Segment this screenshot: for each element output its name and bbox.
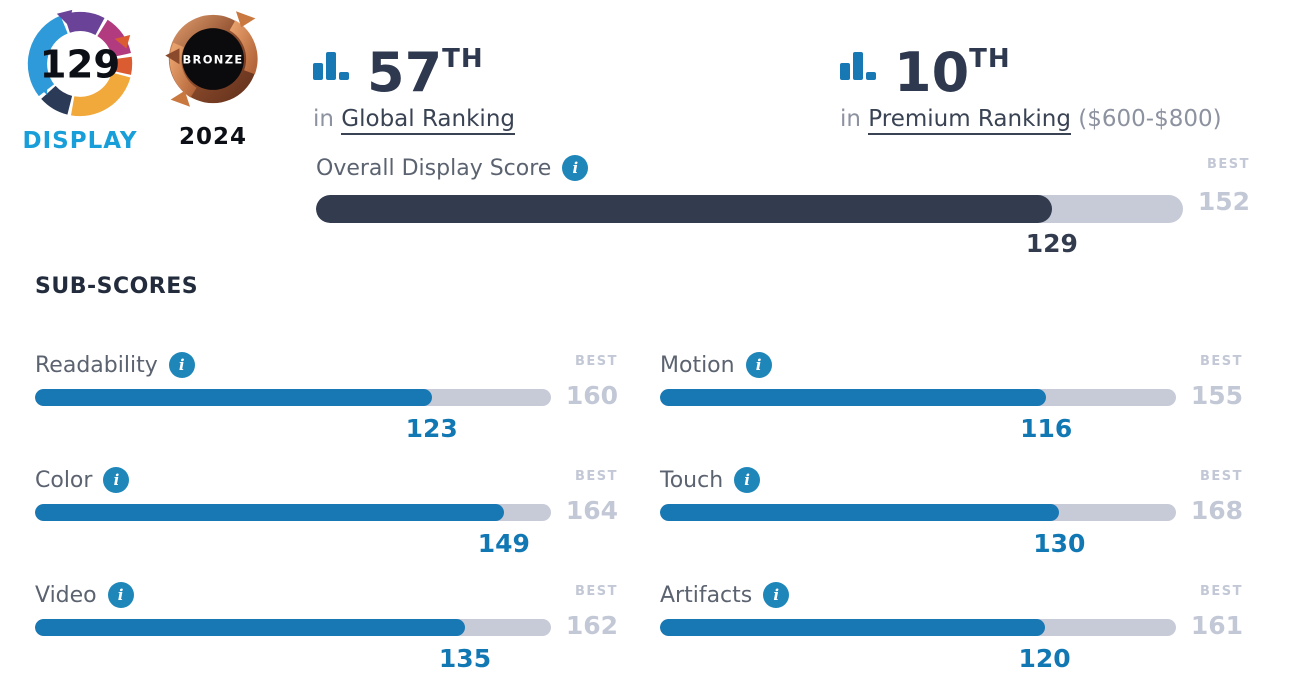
display-score-number: 129 (40, 42, 121, 87)
overall-score-value: 129 (1025, 229, 1078, 258)
overall-best-value: 152 (1197, 187, 1250, 216)
info-icon[interactable]: i (763, 582, 790, 608)
display-badge-caption: DISPLAY (22, 128, 138, 154)
subscores-heading: SUB-SCORES (35, 274, 199, 299)
video-best-value: 162 (565, 611, 618, 640)
display-score-logo-icon: 129 (27, 9, 133, 117)
info-icon[interactable]: i (734, 467, 761, 493)
readability-gauge: Readability i BEST 160 123 (35, 352, 618, 452)
video-label: Video (35, 582, 97, 608)
touch-best-value: 168 (1190, 496, 1243, 525)
color-label: Color (35, 467, 93, 493)
motion-gauge: Motion i BEST 155 116 (660, 352, 1243, 452)
info-icon[interactable]: i (168, 352, 195, 378)
overall-score-gauge: Overall Display Score i BEST 152 129 (316, 155, 1250, 258)
artifacts-best-value: 161 (1190, 611, 1243, 640)
artifacts-bar (660, 619, 1176, 636)
global-rank-caption: in Global Ranking (313, 106, 515, 135)
color-best-value: 164 (565, 496, 618, 525)
premium-rank-suffix: TH (969, 44, 1011, 74)
info-icon[interactable]: i (745, 352, 772, 378)
bronze-medal-year: 2024 (178, 124, 247, 150)
global-ranking-link[interactable]: Global Ranking (341, 106, 515, 135)
premium-ranking-link[interactable]: Premium Ranking (868, 106, 1071, 135)
color-gauge: Color i BEST 164 149 (35, 467, 618, 567)
info-icon[interactable]: i (103, 467, 130, 493)
artifacts-score-value: 120 (1018, 644, 1071, 673)
global-rank-suffix: TH (442, 44, 484, 74)
video-gauge: Video i BEST 162 135 (35, 582, 618, 682)
readability-best-value: 160 (565, 381, 618, 410)
readability-label: Readability (35, 352, 158, 378)
overall-score-bar-fill (316, 195, 1052, 223)
global-rank-number: 57TH (367, 41, 484, 104)
bronze-medal-icon: BRONZE (165, 11, 258, 107)
touch-score-value: 130 (1033, 529, 1086, 558)
touch-bar (660, 504, 1176, 521)
readability-bar-fill (35, 389, 432, 406)
touch-gauge: Touch i BEST 168 130 (660, 467, 1243, 567)
artifacts-bar-fill (660, 619, 1045, 636)
global-ranking-block: 57TH in Global Ranking (313, 30, 515, 135)
bronze-medal-badge: BRONZE 2024 (160, 6, 266, 150)
video-bar-fill (35, 619, 465, 636)
motion-label: Motion (660, 352, 735, 378)
motion-best-value: 155 (1190, 381, 1243, 410)
motion-bar-fill (660, 389, 1047, 406)
best-label: BEST (574, 469, 618, 484)
color-bar-fill (35, 504, 504, 521)
best-label: BEST (1206, 157, 1250, 172)
color-score-value: 149 (477, 529, 530, 558)
touch-label: Touch (660, 467, 724, 493)
best-label: BEST (1199, 469, 1243, 484)
artifacts-label: Artifacts (660, 582, 753, 608)
best-label: BEST (1199, 584, 1243, 599)
overall-score-label: Overall Display Score (316, 155, 552, 181)
artifacts-gauge: Artifacts i BEST 161 120 (660, 582, 1243, 682)
overall-score-bar (316, 195, 1183, 223)
premium-rank-caption: in Premium Ranking ($600-$800) (840, 106, 1222, 135)
color-bar (35, 504, 551, 521)
best-label: BEST (574, 584, 618, 599)
premium-price-range: ($600-$800) (1070, 106, 1222, 132)
info-icon[interactable]: i (107, 582, 134, 608)
touch-bar-fill (660, 504, 1060, 521)
readability-bar (35, 389, 551, 406)
motion-bar (660, 389, 1176, 406)
bronze-medal-label: BRONZE (182, 52, 243, 66)
video-bar (35, 619, 551, 636)
best-label: BEST (574, 354, 618, 369)
ranking-bars-icon (313, 52, 349, 80)
premium-rank-number: 10TH (894, 41, 1011, 104)
info-icon[interactable]: i (562, 155, 589, 181)
best-label: BEST (1199, 354, 1243, 369)
readability-score-value: 123 (405, 414, 458, 443)
display-score-badge: 129 DISPLAY (22, 6, 138, 154)
motion-score-value: 116 (1020, 414, 1073, 443)
video-score-value: 135 (438, 644, 492, 673)
ranking-bars-icon (840, 52, 876, 80)
premium-ranking-block: 10TH in Premium Ranking ($600-$800) (840, 30, 1222, 135)
